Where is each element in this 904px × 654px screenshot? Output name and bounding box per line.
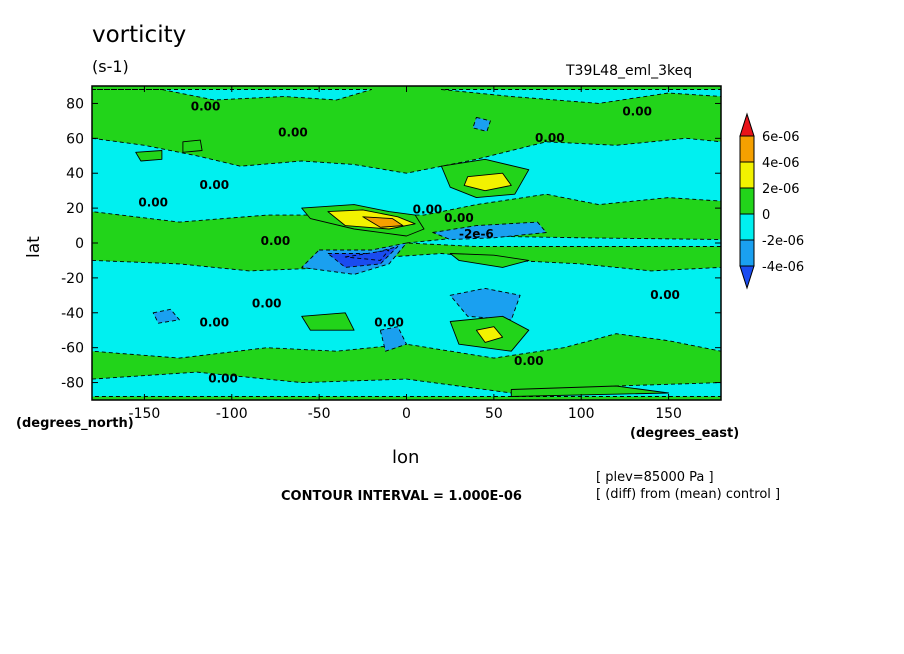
- y-axis-units: (degrees_north): [16, 416, 134, 431]
- contour-region-8: [449, 287, 521, 321]
- y-tick-label: 60: [66, 131, 84, 147]
- contour-label-12: 0.00: [374, 316, 404, 330]
- contour-label-4: 0.00: [200, 178, 230, 192]
- colorbar-label: 2e-06: [762, 182, 800, 197]
- contour-label-7: 0.00: [444, 211, 474, 225]
- colorbar-bin: [739, 239, 755, 267]
- colorbar-bin: [739, 213, 755, 241]
- contour-region-10: [152, 308, 180, 324]
- contour-label-9: -2e-6: [459, 227, 494, 241]
- colorbar-label: -2e-06: [762, 234, 804, 249]
- contour-label-10: 0.00: [252, 297, 282, 311]
- y-tick-label: 20: [66, 201, 84, 217]
- contour-interval: CONTOUR INTERVAL = 1.000E-06: [281, 489, 522, 504]
- contour-region-17: [301, 312, 355, 331]
- colorbar-label: 0: [762, 208, 770, 223]
- colorbar-label: 4e-06: [762, 156, 800, 171]
- colorbar-label: -4e-06: [762, 260, 804, 275]
- y-tick-label: -20: [61, 271, 84, 287]
- colorbar-label: 6e-06: [762, 130, 800, 145]
- contour-label-1: 0.00: [278, 126, 308, 140]
- contour-label-0: 0.00: [191, 99, 221, 113]
- x-tick-label: 0: [402, 406, 411, 422]
- y-tick-label: 80: [66, 96, 84, 112]
- contour-region-24: [475, 326, 504, 343]
- contour-label-2: 0.00: [622, 105, 652, 119]
- y-tick-label: -60: [61, 341, 84, 357]
- x-tick-label: 100: [568, 406, 595, 422]
- y-tick-label: -80: [61, 376, 84, 392]
- diff-note: [ (diff) from (mean) control ]: [596, 487, 781, 502]
- contour-label-8: 0.00: [261, 234, 291, 248]
- x-axis-units: (degrees_east): [630, 426, 740, 441]
- x-axis-label: lon: [392, 447, 420, 468]
- colorbar-top-arrow: [739, 112, 755, 137]
- x-tick-label: -50: [308, 406, 331, 422]
- y-tick-label: 0: [75, 236, 84, 252]
- run-name: T39L48_eml_3keq: [566, 63, 693, 79]
- x-tick-label: -100: [216, 406, 248, 422]
- contour-region-16: [449, 253, 530, 268]
- contour-region-9: [379, 326, 407, 352]
- x-axis: -150 -100 -50 0 50 100 150: [129, 86, 682, 422]
- contour-region-11: [472, 116, 491, 132]
- contour-label-3: 0.00: [535, 131, 565, 145]
- colorbar-bin: [739, 135, 755, 163]
- contour-region-25: [362, 216, 404, 228]
- x-tick-label: -150: [129, 406, 161, 422]
- x-tick-label: 150: [655, 406, 682, 422]
- contour-region-7: [432, 221, 547, 240]
- contour-label-5: 0.00: [138, 195, 168, 209]
- colorbar: 6e-06 4e-06 2e-06 0 -2e-06 -4e-06: [739, 112, 804, 290]
- contour-region-13: [344, 249, 390, 261]
- colorbar-bottom-arrow: [739, 265, 755, 290]
- y-tick-label: 40: [66, 166, 84, 182]
- contour-label-13: 0.00: [650, 288, 680, 302]
- chart-units: (s-1): [92, 57, 129, 76]
- y-axis-label: lat: [24, 236, 44, 258]
- contour-label-6: 0.00: [413, 202, 443, 216]
- contour-label-15: 0.00: [208, 372, 238, 386]
- contour-label-11: 0.00: [200, 316, 230, 330]
- contour-region-19: [135, 150, 163, 162]
- y-axis: 80 60 40 20 0 -20 -40 -60 -80: [61, 96, 721, 392]
- contour-label-14: 0.00: [514, 354, 544, 368]
- x-tick-label: 50: [485, 406, 503, 422]
- chart-title: vorticity: [92, 22, 187, 48]
- colorbar-bin: [739, 161, 755, 189]
- contour-region-20: [182, 139, 203, 153]
- plot-area: 0.000.000.000.000.000.00 0.000.000.00 -2e-…: [92, 86, 721, 400]
- level-note: [ plev=85000 Pa ]: [596, 470, 714, 485]
- y-tick-label: -40: [61, 306, 84, 322]
- contour-region-2: [440, 89, 721, 104]
- contour-region-23: [463, 172, 512, 192]
- contour-region-21: [510, 385, 670, 397]
- colorbar-bin: [739, 187, 755, 215]
- contour-region-1: [92, 89, 373, 101]
